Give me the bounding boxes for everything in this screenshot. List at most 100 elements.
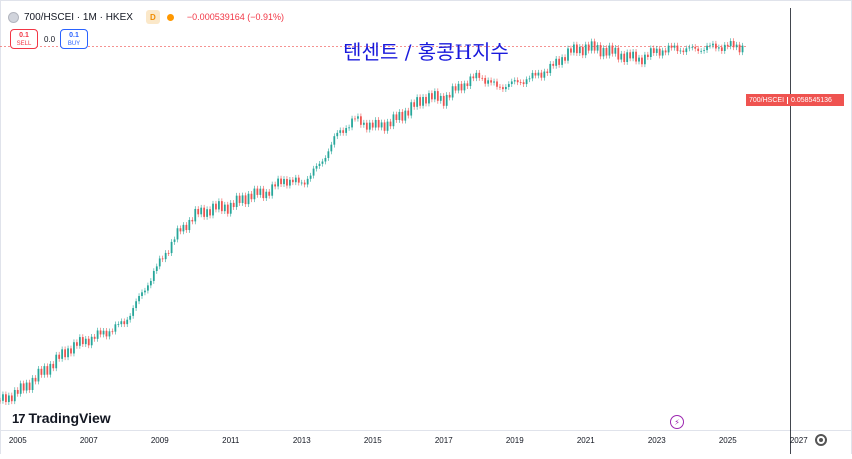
candle-body <box>64 349 66 358</box>
candle-body <box>52 363 55 369</box>
candle-body <box>425 96 427 104</box>
candle-body <box>176 228 179 240</box>
symbol-header[interactable]: 700/HSCEI · 1M · HKEX D −0.000539164 (−0… <box>8 10 284 24</box>
candle-body <box>31 377 34 391</box>
candle-body <box>117 324 120 325</box>
symbol-logo-icon <box>8 11 19 23</box>
last-price-label: 700/HSCEI 0.058545136 <box>746 94 844 106</box>
x-tick-label: 2015 <box>364 436 382 445</box>
candle-body <box>324 157 327 162</box>
candle-body <box>712 43 714 46</box>
candle-body <box>676 45 679 52</box>
settings-gear-icon[interactable] <box>815 434 827 446</box>
candle-body <box>475 72 478 79</box>
candle-body <box>496 81 498 87</box>
candle-body <box>241 195 244 203</box>
candle-body <box>303 182 306 185</box>
candle-body <box>528 78 531 80</box>
candle-body <box>321 161 324 164</box>
candle-body <box>499 86 501 88</box>
market-status-icon[interactable] <box>166 13 174 21</box>
candle-body <box>516 80 519 83</box>
candle-body <box>374 119 377 128</box>
candle-body <box>291 179 294 183</box>
candle-body <box>490 80 492 83</box>
candle-body <box>673 45 676 48</box>
candle-body <box>644 54 646 65</box>
candle-body <box>114 324 117 332</box>
candle-body <box>726 44 729 47</box>
candle-body <box>129 315 132 320</box>
candle-body <box>404 110 407 121</box>
candle-body <box>351 118 353 128</box>
candle-body <box>327 151 330 158</box>
tradingview-logo[interactable]: 17 TradingView <box>12 410 111 426</box>
candle-body <box>182 224 185 232</box>
candle-body <box>259 188 262 195</box>
candle-body <box>493 81 495 83</box>
candle-body <box>336 132 339 137</box>
candle-body <box>360 116 362 125</box>
candle-body <box>638 57 640 62</box>
lightning-icon[interactable]: ⚡ <box>670 415 684 429</box>
candle-body <box>354 118 356 120</box>
candle-body <box>34 377 37 382</box>
candle-body <box>735 44 738 48</box>
candle-body <box>558 58 561 65</box>
candle-body <box>76 342 78 346</box>
candle-body <box>247 193 250 205</box>
candle-body <box>697 48 700 51</box>
candle-body <box>339 130 342 133</box>
candle-body <box>333 136 336 145</box>
candle-body <box>235 195 238 208</box>
candle-body <box>720 47 723 51</box>
candle-body <box>717 47 720 49</box>
candle-body <box>215 203 217 210</box>
candle-body <box>611 45 614 54</box>
tradingview-wordmark: TradingView <box>28 410 111 426</box>
candle-body <box>268 191 271 196</box>
candle-body <box>703 50 705 51</box>
candle-body <box>593 41 596 51</box>
candle-body <box>99 330 102 335</box>
candle-body <box>289 179 291 186</box>
candle-body <box>632 51 634 59</box>
candle-body <box>641 57 643 65</box>
candle-body <box>368 122 371 130</box>
candle-body <box>481 77 484 79</box>
candle-body <box>10 395 13 402</box>
buy-button[interactable]: 0.1 BUY <box>60 29 88 49</box>
candle-body <box>37 368 40 382</box>
candle-body <box>280 178 282 185</box>
symbol-text: 700/HSCEI · 1M · HKEX <box>24 11 133 23</box>
candle-body <box>78 337 81 346</box>
candle-body <box>439 95 442 101</box>
candle-body <box>389 121 392 127</box>
candle-body <box>250 193 253 200</box>
candle-body <box>2 394 4 401</box>
candle-body <box>436 91 439 101</box>
candle-body <box>141 292 143 296</box>
candle-body <box>300 182 303 184</box>
delayed-data-badge[interactable]: D <box>145 10 160 24</box>
candle-body <box>629 52 632 59</box>
candle-body <box>212 203 214 216</box>
candle-body <box>283 178 285 185</box>
candle-body <box>286 178 288 186</box>
candle-body <box>584 44 587 56</box>
candle-body <box>232 202 235 208</box>
candle-body <box>13 389 16 402</box>
candle-body <box>573 44 575 53</box>
candle-body <box>416 97 419 107</box>
buy-price: 0.1 <box>69 32 79 39</box>
candle-body <box>442 95 445 106</box>
candle-body <box>90 336 93 346</box>
candle-body <box>658 48 661 56</box>
candle-body <box>306 178 309 185</box>
x-tick-label: 2027 <box>790 436 808 445</box>
sell-button[interactable]: 0.1 SELL <box>10 29 38 49</box>
candle-body <box>274 184 277 187</box>
chart-title: 텐센트 / 홍콩H지수 <box>343 40 509 64</box>
candle-body <box>315 165 318 169</box>
